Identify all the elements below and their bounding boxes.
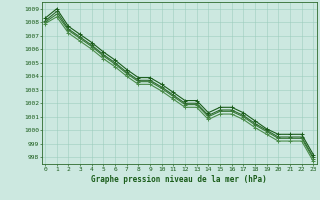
X-axis label: Graphe pression niveau de la mer (hPa): Graphe pression niveau de la mer (hPa): [91, 175, 267, 184]
